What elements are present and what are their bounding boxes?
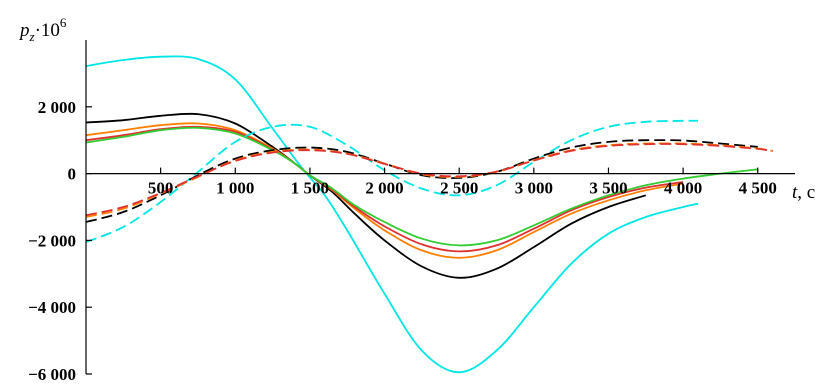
y-axis-title-exp: 6	[60, 15, 67, 30]
y-tick-label: 2 000	[38, 98, 76, 117]
axes	[85, 40, 795, 374]
x-axis-title: t, c	[792, 182, 815, 203]
series-line-6	[85, 119, 699, 243]
y-axis-title-sub: z	[29, 29, 35, 44]
y-tick-label: −6 000	[28, 365, 76, 384]
y-tick-label: −2 000	[28, 231, 76, 250]
y-axis-title: pz·106	[18, 15, 67, 44]
series-layer	[85, 55, 773, 374]
y-tick-label: −4 000	[28, 298, 76, 317]
y-tick-label: 0	[68, 165, 77, 184]
series-line-3	[85, 122, 684, 259]
y-axis-title-mult: ·10	[35, 20, 60, 41]
x-axis-title-unit: , c	[797, 182, 815, 203]
series-line-1	[85, 55, 699, 374]
x-tick-label: 4 000	[664, 179, 702, 198]
y-axis-title-base: p	[18, 20, 30, 41]
series-line-5	[85, 126, 758, 247]
series-line-9	[85, 143, 773, 217]
x-tick-label: 2 500	[440, 179, 478, 198]
x-tick-label: 1 000	[216, 179, 254, 198]
x-tick-label: 500	[148, 179, 174, 198]
series-line-2	[85, 112, 647, 279]
x-tick-label: 4 500	[739, 179, 777, 198]
x-axis-title-var: t	[792, 182, 798, 203]
x-tick-label: 2 000	[365, 179, 403, 198]
x-tick-label: 3 000	[515, 179, 553, 198]
x-tick-label: 3 500	[589, 179, 627, 198]
series-line-7	[85, 139, 758, 223]
ticks: 500 1 000 1 500 2 000 2 500 3 000 3 500 4 000 4 …	[28, 98, 777, 384]
x-tick-label: 1 500	[291, 179, 329, 198]
series-line-4	[85, 125, 684, 253]
